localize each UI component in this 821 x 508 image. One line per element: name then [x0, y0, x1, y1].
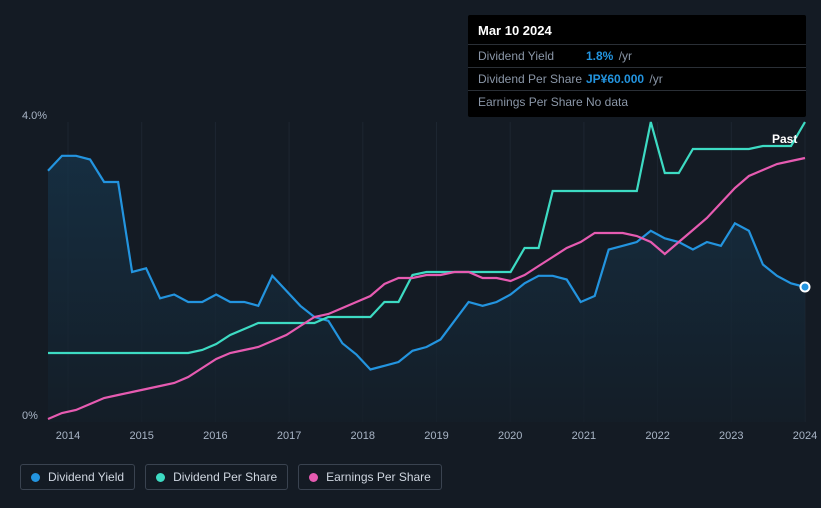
- tooltip-row: Dividend Per ShareJP¥60.000 /yr: [468, 67, 806, 90]
- tooltip-date: Mar 10 2024: [468, 23, 806, 44]
- tooltip-row-label: Dividend Yield: [478, 49, 586, 63]
- tooltip-row-label: Dividend Per Share: [478, 72, 586, 86]
- tooltip-row: Dividend Yield1.8% /yr: [468, 44, 806, 67]
- legend-label: Dividend Per Share: [173, 470, 277, 484]
- x-axis-year: 2022: [645, 430, 669, 442]
- legend-dot-icon: [31, 473, 40, 482]
- chart-legend: Dividend Yield Dividend Per Share Earnings…: [20, 464, 442, 490]
- x-axis-year: 2014: [56, 430, 80, 442]
- x-axis-year: 2016: [203, 430, 227, 442]
- chart-container: 4.0% 0% Past 2014 2015 2016 2017 2018 2019 202…: [0, 0, 821, 508]
- legend-dot-icon: [156, 473, 165, 482]
- y-axis-label-bottom: 0%: [22, 410, 38, 422]
- past-label: Past: [772, 132, 797, 146]
- x-axis-year: 2020: [498, 430, 522, 442]
- x-axis-year: 2018: [351, 430, 375, 442]
- tooltip-row: Earnings Per ShareNo data: [468, 90, 806, 113]
- x-axis-labels: 2014 2015 2016 2017 2018 2019 2020 2021 2022 2023…: [48, 430, 809, 450]
- legend-label: Dividend Yield: [48, 470, 124, 484]
- legend-item[interactable]: Dividend Per Share: [145, 464, 288, 490]
- legend-label: Earnings Per Share: [326, 470, 431, 484]
- x-axis-year: 2019: [424, 430, 448, 442]
- tooltip-row-value: No data: [586, 95, 628, 109]
- x-axis-year: 2024: [793, 430, 817, 442]
- legend-dot-icon: [309, 473, 318, 482]
- x-axis-year: 2021: [572, 430, 596, 442]
- legend-item[interactable]: Earnings Per Share: [298, 464, 442, 490]
- tooltip-row-value: 1.8% /yr: [586, 49, 632, 63]
- tooltip-row-value: JP¥60.000 /yr: [586, 72, 663, 86]
- x-axis-year: 2023: [719, 430, 743, 442]
- tooltip-row-label: Earnings Per Share: [478, 95, 586, 109]
- chart-tooltip: Mar 10 2024 Dividend Yield1.8% /yrDivide…: [468, 15, 806, 117]
- legend-item[interactable]: Dividend Yield: [20, 464, 135, 490]
- x-axis-year: 2017: [277, 430, 301, 442]
- x-axis-year: 2015: [129, 430, 153, 442]
- y-axis-label-top: 4.0%: [22, 110, 47, 122]
